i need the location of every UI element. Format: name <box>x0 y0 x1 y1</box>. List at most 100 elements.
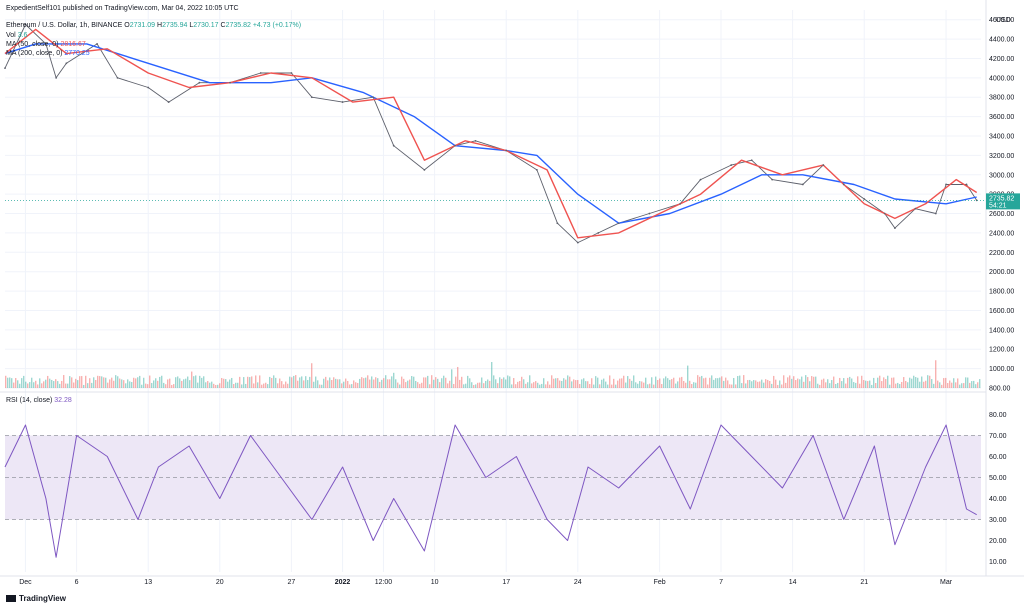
volume-bar <box>41 383 43 388</box>
volume-bar <box>781 384 783 388</box>
volume-bar <box>829 383 831 388</box>
volume-bar <box>177 376 179 388</box>
volume-bar <box>349 384 351 388</box>
price-point <box>423 169 426 171</box>
volume-bar <box>487 379 489 388</box>
volume-bar <box>725 377 727 388</box>
volume-bar <box>785 382 787 388</box>
volume-bar <box>113 380 115 388</box>
volume-bar <box>229 379 231 388</box>
volume-bar <box>715 378 717 388</box>
volume-bar <box>853 382 855 388</box>
volume-bar <box>593 384 595 388</box>
volume-bar <box>789 375 791 388</box>
price-point <box>750 159 753 162</box>
volume-bar <box>559 380 561 388</box>
volume-bar <box>99 376 101 388</box>
volume-bar <box>519 381 521 388</box>
volume-bar <box>619 378 621 388</box>
ma50-legend[interactable]: MA (50, close, 0) 2816.67 <box>6 41 86 48</box>
volume-bar <box>179 378 181 388</box>
volume-bar <box>863 380 865 388</box>
volume-bar <box>481 377 483 388</box>
volume-bar <box>303 380 305 388</box>
volume-bar <box>317 380 319 388</box>
volume-bar <box>153 380 155 388</box>
vol-legend[interactable]: Vol 3.6 <box>6 32 28 39</box>
volume-bar <box>255 375 257 388</box>
volume-bar <box>597 377 599 388</box>
volume-bar <box>327 380 329 388</box>
volume-bar <box>315 376 317 388</box>
volume-bar <box>523 379 525 388</box>
volume-bar <box>823 378 825 388</box>
volume-bar <box>731 384 733 388</box>
volume-bar <box>907 382 909 388</box>
volume-bar <box>173 384 175 388</box>
volume-bar <box>691 384 693 388</box>
volume-bar <box>91 382 93 388</box>
volume-bar <box>385 375 387 388</box>
volume-bar <box>333 377 335 388</box>
open-value: 2731.09 <box>129 22 156 29</box>
volume-bar <box>583 378 585 388</box>
volume-bar <box>651 377 653 388</box>
ma200-legend[interactable]: MA (200, close, 0) 2770.25 <box>6 50 90 57</box>
rsi-series-line <box>4 424 977 558</box>
volume-bar <box>157 380 159 388</box>
volume-bar <box>689 380 691 388</box>
volume-bar <box>799 379 801 388</box>
price-tick-label: 4200.00 <box>989 56 1014 63</box>
volume-bar <box>795 380 797 388</box>
rsi-legend[interactable]: RSI (14, close) 32.28 <box>6 397 72 404</box>
volume-bar <box>85 375 87 388</box>
volume-bar <box>483 383 485 388</box>
volume-bar <box>607 384 609 388</box>
volume-bar <box>107 382 109 388</box>
volume-bar <box>525 383 527 388</box>
volume-bar <box>879 375 881 388</box>
volume-bar <box>243 377 245 388</box>
volume-bar <box>601 379 603 388</box>
volume-bar <box>977 382 979 388</box>
volume-bar <box>939 382 941 388</box>
volume-bar <box>613 378 615 388</box>
price-tick-label: 1600.00 <box>989 308 1014 315</box>
volume-bar <box>469 378 471 388</box>
volume-bar <box>309 376 311 388</box>
price-point <box>198 81 201 84</box>
volume-bar <box>681 376 683 388</box>
volume-bar <box>159 376 161 388</box>
volume-bar <box>149 375 151 388</box>
volume-bar <box>549 384 551 388</box>
tradingview-logo[interactable]: TradingView <box>6 594 66 603</box>
volume-bar <box>269 376 271 388</box>
volume-bar <box>53 381 55 388</box>
volume-bar <box>611 384 613 388</box>
volume-bar <box>629 378 631 388</box>
volume-bar <box>237 382 239 388</box>
volume-bar <box>885 379 887 388</box>
volume-bar <box>539 384 541 388</box>
volume-bar <box>293 375 295 388</box>
ma200-value: 2770.25 <box>64 50 90 57</box>
volume-bar <box>633 375 635 388</box>
volume-bar <box>369 379 371 388</box>
volume-bar <box>891 377 893 388</box>
price-tick-label: 3400.00 <box>989 134 1014 141</box>
volume-bar <box>435 377 437 388</box>
volume-bar <box>301 376 303 388</box>
volume-bar <box>109 379 111 388</box>
ma50-value: 2816.67 <box>60 41 86 48</box>
price-point <box>372 96 375 99</box>
volume-bar <box>353 380 355 388</box>
volume-bars <box>5 360 981 388</box>
volume-bar <box>101 376 103 388</box>
volume-bar <box>223 378 225 388</box>
volume-bar <box>281 381 283 388</box>
countdown-value: 54:21 <box>989 202 1007 209</box>
volume-bar <box>67 383 69 388</box>
price-point <box>934 212 937 215</box>
volume-bar <box>111 377 113 388</box>
